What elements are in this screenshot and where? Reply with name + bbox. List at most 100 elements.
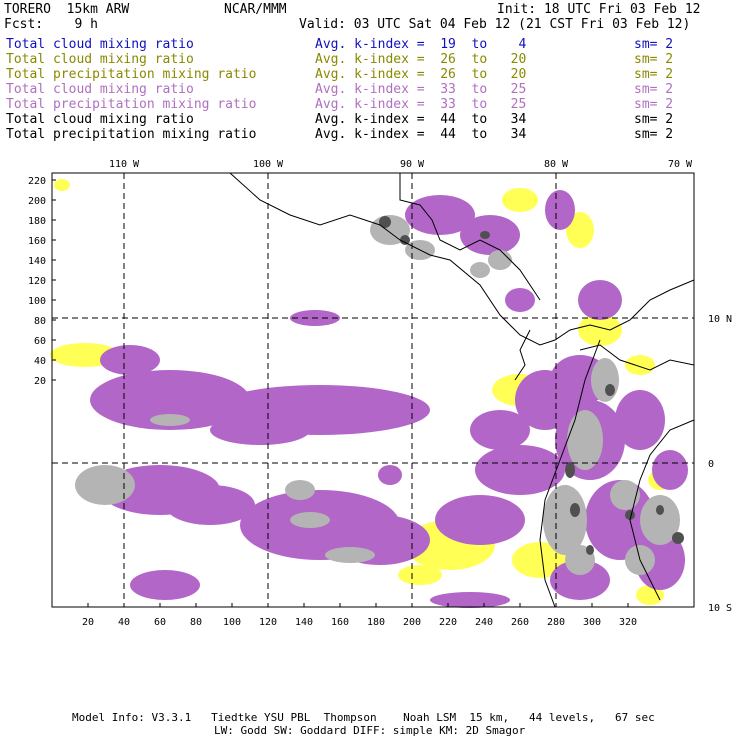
legend-kindex: Avg. k-index = 33 to 25 — [315, 82, 527, 97]
field-purple — [545, 190, 575, 230]
field-yellow — [502, 188, 538, 212]
x-tick-label: 60 — [154, 617, 166, 628]
field-gray — [325, 547, 375, 563]
field-dark — [605, 384, 615, 396]
field-purple — [435, 495, 525, 545]
field-gray — [75, 465, 135, 505]
x-tick-label: 180 — [367, 617, 385, 628]
x-tick-label: 240 — [475, 617, 493, 628]
field-purple — [470, 410, 530, 450]
x-tick-label: 320 — [619, 617, 637, 628]
legend-kindex: Avg. k-index = 44 to 34 — [315, 112, 527, 127]
field-gray — [610, 480, 640, 510]
legend-kindex: Avg. k-index = 44 to 34 — [315, 127, 527, 142]
legend-kindex: Avg. k-index = 26 to 20 — [315, 67, 527, 82]
x-tick-label: 260 — [511, 617, 529, 628]
org-label: NCAR/MMM — [224, 2, 287, 17]
legend-field-name: Total cloud mixing ratio — [6, 82, 194, 97]
y-tick-label: 140 — [28, 256, 46, 267]
field-purple — [210, 415, 310, 445]
legend-smoothing: sm= 2 — [634, 97, 674, 112]
field-yellow — [398, 565, 442, 585]
field-purple — [100, 345, 160, 375]
field-dark — [400, 235, 410, 245]
legend-kindex: Avg. k-index = 19 to 4 — [315, 37, 527, 52]
latitude-label: 10 N — [708, 314, 732, 325]
field-gray — [290, 512, 330, 528]
y-tick-label: 60 — [34, 336, 46, 347]
field-purple — [430, 592, 510, 608]
legend-field-name: Total cloud mixing ratio — [6, 37, 194, 52]
y-tick-label: 220 — [28, 176, 46, 187]
model-title: TORERO 15km ARW — [4, 2, 130, 17]
legend-smoothing: sm= 2 — [634, 67, 674, 82]
field-dark — [586, 545, 594, 555]
field-purple — [405, 195, 475, 235]
field-purple — [90, 370, 250, 430]
field-gray — [543, 485, 587, 555]
field-gray — [470, 262, 490, 278]
field-yellow — [578, 314, 622, 346]
field-yellow — [636, 585, 664, 605]
x-tick-label: 220 — [439, 617, 457, 628]
map-frame — [51, 172, 695, 608]
x-tick-label: 140 — [295, 617, 313, 628]
longitude-label: 100 W — [253, 159, 284, 170]
legend-field-name: Total cloud mixing ratio — [6, 112, 194, 127]
y-tick-label: 160 — [28, 236, 46, 247]
legend-smoothing: sm= 2 — [634, 112, 674, 127]
x-tick-label: 40 — [118, 617, 130, 628]
x-tick-label: 120 — [259, 617, 277, 628]
y-tick-label: 20 — [34, 376, 46, 387]
x-tick-label: 80 — [190, 617, 202, 628]
y-tick-label: 120 — [28, 276, 46, 287]
legend-field-name: Total precipitation mixing ratio — [6, 127, 257, 142]
legend-smoothing: sm= 2 — [634, 127, 674, 142]
field-purple — [378, 465, 402, 485]
field-purple — [130, 570, 200, 600]
x-tick-label: 200 — [403, 617, 421, 628]
field-gray — [640, 495, 680, 545]
field-purple — [550, 560, 610, 600]
field-purple — [615, 390, 665, 450]
legend-field-name: Total precipitation mixing ratio — [6, 97, 257, 112]
field-yellow — [54, 179, 70, 191]
latlon-grid — [52, 173, 694, 607]
legend-smoothing: sm= 2 — [634, 37, 674, 52]
longitude-label: 80 W — [544, 159, 569, 170]
x-tick-label: 160 — [331, 617, 349, 628]
field-dark — [480, 231, 490, 239]
field-dark — [570, 503, 580, 517]
field-purple — [165, 485, 255, 525]
y-tick-label: 100 — [28, 296, 46, 307]
x-tick-label: 300 — [583, 617, 601, 628]
field-purple — [578, 280, 622, 320]
latitude-label: 0 — [708, 459, 714, 470]
field-yellow — [512, 542, 568, 578]
coastlines — [229, 172, 695, 608]
latitude-label: 10 S — [708, 603, 732, 614]
footer-model-info: Model Info: V3.3.1 Tiedtke YSU PBL Thomp… — [72, 711, 655, 724]
valid-time: Valid: 03 UTC Sat 04 Feb 12 (21 CST Fri … — [299, 17, 691, 32]
field-yellow — [625, 355, 655, 375]
y-tick-label: 80 — [34, 316, 46, 327]
y-tick-label: 180 — [28, 216, 46, 227]
field-dark — [656, 505, 664, 515]
field-gray — [567, 410, 603, 470]
field-purple — [505, 288, 535, 312]
field-purple — [475, 445, 565, 495]
field-purple — [652, 450, 688, 490]
legend-kindex: Avg. k-index = 33 to 25 — [315, 97, 527, 112]
x-tick-label: 100 — [223, 617, 241, 628]
field-dark — [565, 462, 575, 478]
x-tick-label: 20 — [82, 617, 94, 628]
x-tick-label: 280 — [547, 617, 565, 628]
field-dark — [625, 510, 635, 520]
longitude-label: 90 W — [400, 159, 425, 170]
field-yellow — [566, 212, 594, 248]
forecast-hour: Fcst: 9 h — [4, 17, 98, 32]
y-tick-label: 40 — [34, 356, 46, 367]
y-tick-label: 200 — [28, 196, 46, 207]
longitude-label: 70 W — [668, 159, 693, 170]
